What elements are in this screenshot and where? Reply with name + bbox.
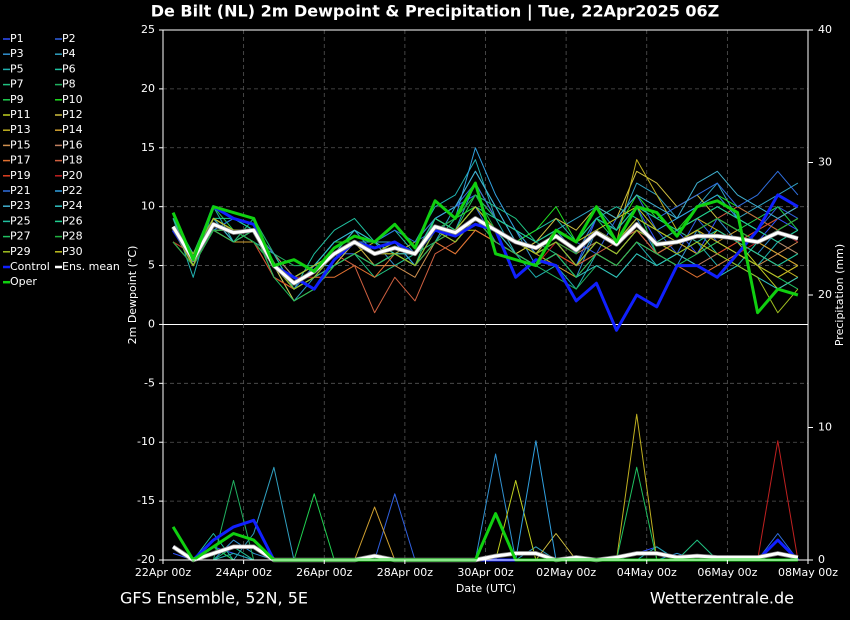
dewpoint-line: [171, 216, 799, 285]
y2-tick-label: 20: [818, 288, 832, 301]
legend-label: P10: [62, 93, 83, 106]
legend-label: P15: [10, 138, 31, 151]
legend-label: Ens. mean: [62, 260, 120, 273]
legend-label: P14: [62, 123, 83, 136]
legend-label: P12: [62, 108, 83, 121]
y-tick-label: 5: [148, 259, 155, 272]
y2-tick-label: 40: [818, 23, 832, 36]
y-axis-label: 2m Dewpoint (°C): [126, 246, 139, 345]
legend-label: P6: [62, 62, 76, 75]
legend-label: P25: [10, 214, 31, 227]
legend-label: P16: [62, 138, 83, 151]
legend-label: P7: [10, 78, 24, 91]
x-tick-label: 08May 00z: [778, 566, 838, 579]
x-tick-label: 26Apr 00z: [296, 566, 353, 579]
legend-label: P17: [10, 154, 31, 167]
axes: -20 -15 -10 -5 0 5 10 15 20 25 0 10 20 30 40 22Apr 00z 2…: [135, 23, 838, 579]
legend-label: P26: [62, 214, 83, 227]
legend-label: P13: [10, 123, 31, 136]
legend-label: P21: [10, 184, 31, 197]
legend-label: P24: [62, 199, 83, 212]
dewpoint-line: [171, 181, 799, 315]
legend-label: P22: [62, 184, 83, 197]
y-tick-label: -20: [137, 553, 155, 566]
footer-site: Wetterzentrale.de: [650, 589, 794, 608]
legend-label: P9: [10, 93, 24, 106]
legend-label: P20: [62, 169, 83, 182]
x-tick-label: 28Apr 00z: [377, 566, 434, 579]
y2-tick-label: 30: [818, 156, 832, 169]
y-tick-label: 15: [141, 141, 155, 154]
x-tick-label: 30Apr 00z: [457, 566, 514, 579]
x-tick-label: 22Apr 00z: [135, 566, 192, 579]
x-tick-label: 04May 00z: [617, 566, 677, 579]
legend-label: P28: [62, 230, 83, 243]
legend-label: Control: [10, 260, 50, 273]
y-tick-label: 25: [141, 23, 155, 36]
legend-label: Oper: [10, 275, 37, 288]
y2-axis-label: Precipitation (mm): [833, 244, 846, 346]
y-tick-label: 0: [148, 317, 155, 330]
x-tick-label: 02May 00z: [536, 566, 596, 579]
legend-label: P2: [62, 32, 76, 45]
legend-label: P19: [10, 169, 31, 182]
y-tick-label: -10: [137, 435, 155, 448]
y-tick-label: 10: [141, 200, 155, 213]
y-tick-label: 20: [141, 82, 155, 95]
dewpoint-line: [172, 217, 799, 302]
legend-label: P1: [10, 32, 24, 45]
grid: [162, 29, 809, 561]
legend-label: P4: [62, 47, 76, 60]
y2-tick-label: 0: [818, 553, 825, 566]
legend-label: P29: [10, 245, 31, 258]
x-tick-label: 06May 00z: [697, 566, 757, 579]
legend-label: P8: [62, 78, 76, 91]
legend-label: P5: [10, 62, 24, 75]
legend-label: P11: [10, 108, 31, 121]
legend-label: P3: [10, 47, 24, 60]
footer-source: GFS Ensemble, 52N, 5E: [120, 589, 308, 608]
y2-tick-label: 10: [818, 421, 832, 434]
legend: P1 P2 P3 P4 P5 P6 P7 P8 P9 P10 P11 P12 P13 P14 P15 P16 P…: [3, 32, 120, 288]
legend-label: P27: [10, 230, 31, 243]
y-tick-label: -15: [137, 494, 155, 507]
chart-title: De Bilt (NL) 2m Dewpoint & Precipitation…: [151, 2, 720, 22]
legend-label: P18: [62, 154, 83, 167]
y-tick-label: -5: [144, 376, 155, 389]
x-axis-label: Date (UTC): [456, 582, 516, 595]
legend-label: P23: [10, 199, 31, 212]
x-tick-label: 24Apr 00z: [215, 566, 272, 579]
legend-label: P30: [62, 245, 83, 258]
